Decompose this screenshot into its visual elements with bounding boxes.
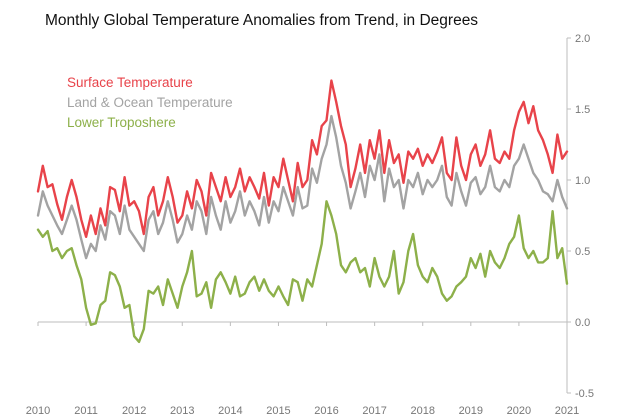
x-tick-label: 2018: [410, 405, 434, 417]
x-tick-label: 2010: [26, 405, 50, 417]
series-layer: [36, 79, 569, 344]
y-tick-label: 2.0: [575, 33, 590, 45]
y-tick-label: 1.0: [575, 175, 590, 187]
chart-title: Monthly Global Temperature Anomalies fro…: [45, 12, 479, 29]
x-tick-label: 2016: [314, 405, 338, 417]
x-tick-label: 2019: [459, 405, 483, 417]
x-tick-label: 2021: [555, 405, 579, 417]
y-tick-label: 0.5: [575, 246, 590, 258]
y-tick-label: 0.0: [575, 317, 590, 329]
legend-item-2: Land & Ocean Temperature: [67, 95, 233, 110]
x-tick-label: 2014: [218, 405, 242, 417]
series-line-1: [36, 79, 569, 239]
axes: 2010 2011 2012 2013 2014 2015 2016 2017 2018 2019…: [26, 33, 594, 417]
x-tick-label: 2011: [74, 405, 98, 417]
y-tick-label: -0.5: [575, 388, 594, 400]
legend-item-1: Surface Temperature: [67, 75, 193, 90]
x-tick-label: 2020: [507, 405, 531, 417]
x-tick-label: 2012: [122, 405, 146, 417]
x-tick-label: 2015: [266, 405, 290, 417]
x-tick-label: 2017: [362, 405, 386, 417]
legend-item-3: Lower Troposhere: [67, 115, 176, 130]
legend: Surface Temperature Land & Ocean Temperat…: [67, 75, 233, 130]
series-line-3: [36, 200, 569, 344]
x-tick-label: 2013: [170, 405, 194, 417]
y-tick-label: 1.5: [575, 104, 590, 116]
series-line-2: [36, 114, 569, 260]
